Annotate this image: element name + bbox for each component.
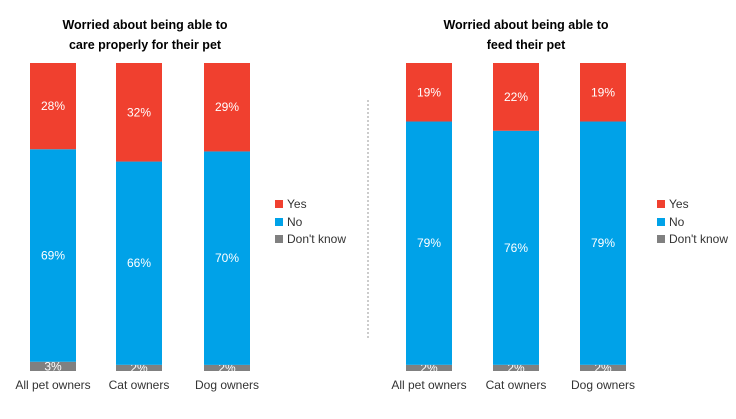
chart-2-bar-no-1 — [406, 121, 452, 365]
chart-1-title-line-2: care properly for their pet — [69, 38, 222, 52]
chart-1-data-label-yes-3: 29% — [215, 100, 239, 114]
chart-1-bar-no-3 — [204, 151, 250, 365]
chart-2-bar-no-3 — [580, 121, 626, 365]
chart-1-category-label-2: Cat owners — [109, 378, 170, 392]
chart-1-legend-swatch-don-t-know — [275, 235, 283, 243]
chart-2-data-label-yes-3: 19% — [591, 85, 615, 99]
chart-2-legend-swatch-don-t-know — [657, 235, 665, 243]
chart-2-category-label-3: Dog owners — [571, 378, 635, 392]
chart-2-legend-label-yes: Yes — [669, 197, 689, 211]
chart-2-title-line-2: feed their pet — [487, 38, 566, 52]
chart-2-legend-swatch-no — [657, 218, 665, 226]
chart-2-bar-yes-3 — [580, 63, 626, 122]
chart-1-title-line-1: Worried about being able to — [62, 18, 227, 32]
chart-2-bar-don-t-know-3 — [580, 364, 626, 371]
chart-1-legend-label-no: No — [287, 215, 303, 229]
chart-2-data-label-no-2: 76% — [504, 241, 528, 255]
chart-2-legend-label-no: No — [669, 215, 685, 229]
chart-1-data-label-no-2: 66% — [127, 256, 151, 270]
chart-2-bar-no-2 — [493, 130, 539, 365]
chart-2-data-label-yes-1: 19% — [417, 85, 441, 99]
chart-1-legend-label-don-t-know: Don't know — [287, 232, 346, 246]
chart-2-data-label-yes-2: 22% — [504, 90, 528, 104]
chart-2-data-label-no-3: 79% — [591, 236, 615, 250]
chart-1-bar-no-1 — [30, 149, 76, 362]
chart-2-title-line-1: Worried about being able to — [443, 18, 608, 32]
chart-1-bar-no-2 — [116, 161, 162, 365]
chart-1-legend-swatch-no — [275, 218, 283, 226]
chart-1-category-label-1: All pet owners — [15, 378, 90, 392]
chart-2-legend-label-don-t-know: Don't know — [669, 232, 728, 246]
chart-1-bar-yes-2 — [116, 63, 162, 162]
chart-2-bar-don-t-know-2 — [493, 364, 539, 371]
chart-2-category-label-2: Cat owners — [486, 378, 547, 392]
chart-2-legend-swatch-yes — [657, 200, 665, 208]
chart-1-data-label-no-3: 70% — [215, 251, 239, 265]
chart-1-bar-don-t-know-1 — [30, 361, 76, 371]
chart-1-legend-swatch-yes — [275, 200, 283, 208]
chart-2-category-label-1: All pet owners — [391, 378, 466, 392]
chart-1-bar-yes-3 — [204, 63, 250, 152]
chart-1-bar-don-t-know-2 — [116, 364, 162, 371]
chart-2-bar-yes-1 — [406, 63, 452, 122]
chart-2-bar-yes-2 — [493, 63, 539, 131]
chart-2-data-label-no-1: 79% — [417, 236, 441, 250]
chart-1-legend-label-yes: Yes — [287, 197, 307, 211]
chart-1-data-label-yes-2: 32% — [127, 105, 151, 119]
chart-1-category-label-3: Dog owners — [195, 378, 259, 392]
chart-1-data-label-don-t-know-1: 3% — [44, 359, 62, 373]
chart-1-data-label-no-1: 69% — [41, 249, 65, 263]
chart-1-bar-don-t-know-3 — [204, 364, 250, 371]
chart-1-data-label-yes-1: 28% — [41, 99, 65, 113]
chart-2-bar-don-t-know-1 — [406, 364, 452, 371]
chart-1-bar-yes-1 — [30, 63, 76, 150]
